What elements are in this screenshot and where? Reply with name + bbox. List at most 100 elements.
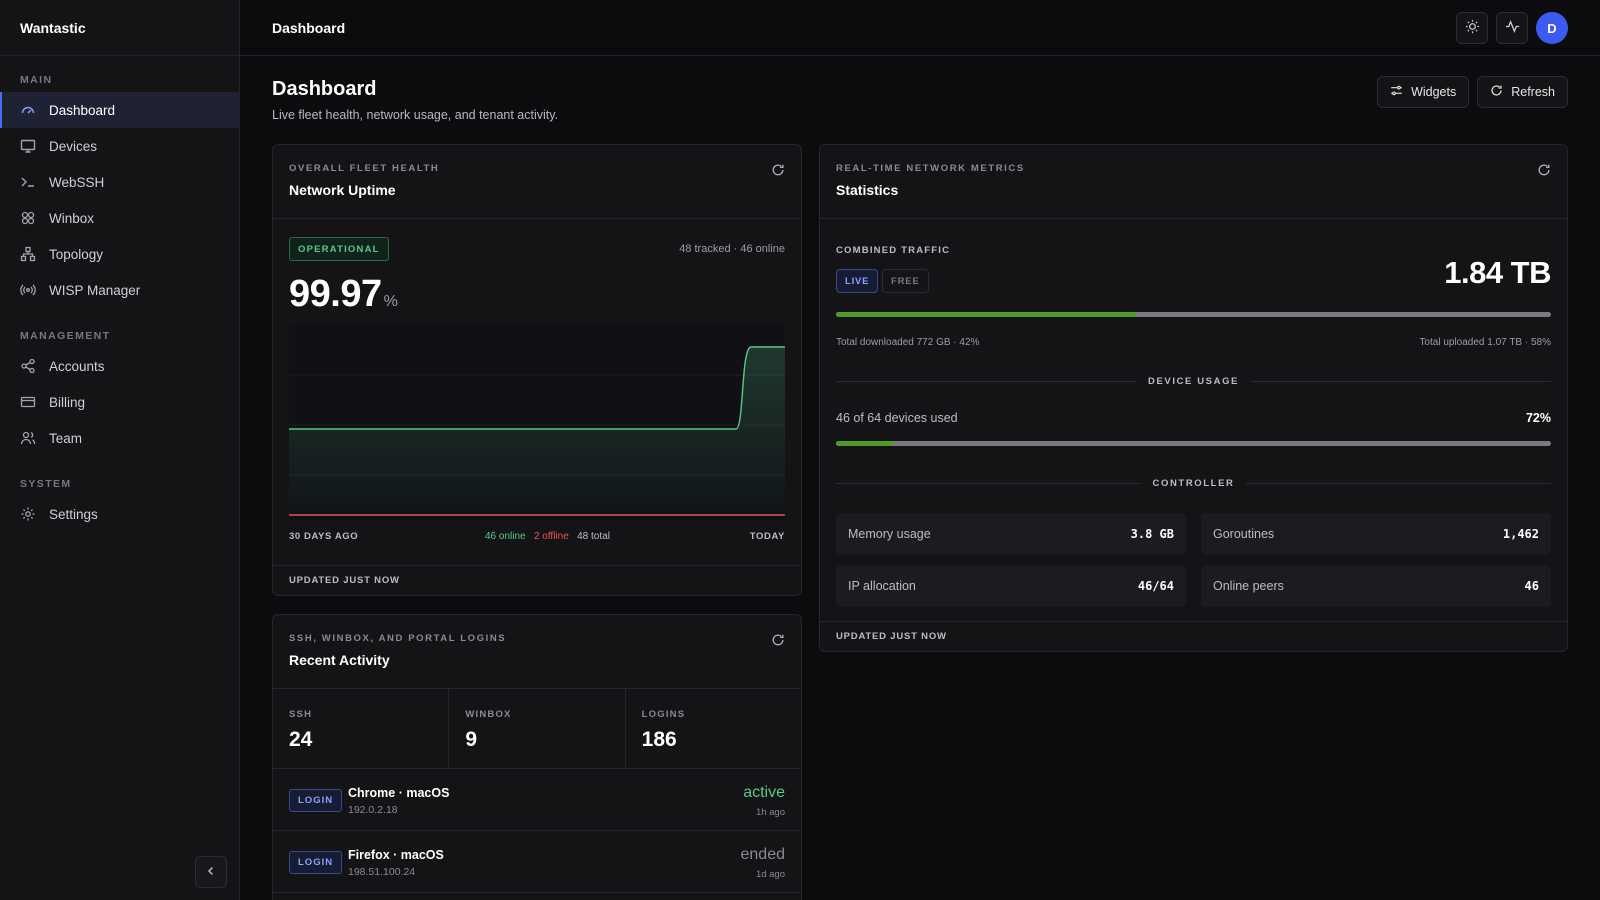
sidebar-item-label: Winbox [49,210,95,226]
gauge-icon [20,102,36,118]
uptime-chart [289,325,785,521]
controller-label: CONTROLLER [1152,477,1235,489]
topology-icon [20,246,36,262]
card-title: Recent Activity [289,652,390,668]
activity-status: active [743,784,785,801]
refresh-icon[interactable] [771,633,785,650]
traffic-bar [836,312,1551,317]
sidebar-item-wisp-manager[interactable]: WISP Manager [0,272,239,308]
nav-section-main: MAIN [20,74,53,86]
activity-status: ended [740,846,786,863]
modules-icon [20,210,36,226]
activity-ip: 192.0.2.18 [348,804,398,816]
list-item[interactable]: LOGIN Chrome · macOS 192.0.2.18 active 1… [273,769,801,831]
uploaded-label: Total uploaded 1.07 TB · 58% [1419,337,1551,348]
topbar: Dashboard D [240,0,1600,56]
tracked-summary: 48 tracked · 46 online [679,243,785,255]
users-icon [20,430,36,446]
device-usage-label: DEVICE USAGE [1148,375,1239,387]
combined-traffic-total: 1.84 TB [1444,255,1551,290]
activity-time: 1h ago [755,807,785,818]
sidebar-item-label: Topology [49,246,104,262]
refresh-icon[interactable] [1537,163,1551,180]
metric-label: IP allocation [848,579,916,593]
brand-logo[interactable]: Wantastic [0,0,239,56]
sidebar-item-billing[interactable]: Billing [0,384,239,420]
theme-toggle-button[interactable] [1456,12,1488,44]
stat-label: SSH [289,709,313,720]
statistics-card: REAL-TIME NETWORK METRICS Statistics COM… [819,144,1568,652]
sidebar-item-webssh[interactable]: WebSSH [0,164,239,200]
combined-traffic-label: COMBINED TRAFFIC [836,245,951,256]
legend-offline: 2 offline [533,531,569,542]
sidebar-item-label: Dashboard [49,102,116,118]
sidebar-item-winbox[interactable]: Winbox [0,200,239,236]
sliders-icon [1390,84,1403,100]
free-toggle[interactable]: FREE [882,269,929,293]
broadcast-icon [20,282,36,298]
activity-time: 1d ago [755,869,785,880]
card-eyebrow: OVERALL FLEET HEALTH [289,163,440,174]
sidebar-item-team[interactable]: Team [0,420,239,456]
card-header: REAL-TIME NETWORK METRICS Statistics [820,145,1567,219]
sidebar-item-label: WebSSH [49,174,105,190]
page-title: Dashboard [272,78,377,100]
recent-activity-card: SSH, WINBOX, AND PORTAL LOGINS Recent Ac… [272,614,802,900]
sidebar-item-topology[interactable]: Topology [0,236,239,272]
activity-button[interactable] [1496,12,1528,44]
avatar[interactable]: D [1536,12,1568,44]
card-title: Network Uptime [289,182,396,198]
uptime-number: 99.97 [289,273,382,315]
refresh-icon[interactable] [771,163,785,180]
metric-ip-allocation: IP allocation 46/64 [836,565,1186,607]
online-line [289,346,785,430]
stat-logins: LOGINS 186 [626,689,801,768]
refresh-button[interactable]: Refresh [1477,76,1568,108]
sidebar-item-label: Billing [49,394,86,410]
nav-section-management: MANAGEMENT [20,330,111,342]
status-badge: OPERATIONAL [289,237,389,261]
card-header: SSH, WINBOX, AND PORTAL LOGINS Recent Ac… [273,615,801,689]
sidebar-item-label: WISP Manager [49,282,141,298]
sidebar-item-devices[interactable]: Devices [0,128,239,164]
page-actions: Widgets Refresh [1377,76,1568,108]
sidebar: Wantastic MAIN Dashboard Devices WebSSH … [0,0,240,900]
sidebar-item-label: Devices [49,138,98,154]
metric-online-peers: Online peers 46 [1201,565,1551,607]
sidebar-item-accounts[interactable]: Accounts [0,348,239,384]
card-footer: UPDATED JUST NOW [273,565,801,595]
uptime-chart-svg [289,325,785,521]
collapse-sidebar-button[interactable] [195,856,227,888]
list-item[interactable]: LOGIN Firefox · macOS 198.51.100.24 ende… [273,831,801,893]
widgets-button[interactable]: Widgets [1377,76,1470,108]
stat-value: 9 [465,728,478,751]
page-subtitle: Live fleet health, network usage, and te… [272,108,559,122]
sidebar-item-settings[interactable]: Settings [0,496,239,532]
activity-ip: 198.51.100.24 [348,866,416,878]
nav-section-system: SYSTEM [20,478,72,490]
refresh-icon [1490,84,1503,100]
network-uptime-card: OVERALL FLEET HEALTH Network Uptime OPER… [272,144,802,596]
sidebar-item-dashboard[interactable]: Dashboard [0,92,239,128]
stat-value: 24 [289,728,313,751]
uptime-area [289,347,785,515]
stat-label: LOGINS [641,709,686,720]
metric-goroutines: Goroutines 1,462 [1201,513,1551,555]
uptime-unit: % [383,293,398,310]
metric-value: 46 [1524,579,1539,593]
card-eyebrow: REAL-TIME NETWORK METRICS [836,163,1025,174]
login-badge: LOGIN [289,789,343,812]
card-footer: UPDATED JUST NOW [820,621,1567,651]
sidebar-item-label: Settings [49,506,98,522]
share-icon [20,358,36,374]
live-toggle[interactable]: LIVE [836,269,879,293]
device-usage-bar-fill [836,441,894,446]
card-eyebrow: SSH, WINBOX, AND PORTAL LOGINS [289,633,507,644]
activity-client: Firefox · macOS [348,848,444,862]
activity-stats: SSH 24 WINBOX 9 LOGINS 186 [273,689,801,769]
stat-ssh: SSH 24 [273,689,450,768]
chart-legend: 46 online 2 offline 48 total [485,531,610,542]
stat-winbox: WINBOX 9 [449,689,626,768]
legend-total: 48 total [577,531,610,542]
axis-start-label: 30 DAYS AGO [289,531,359,542]
